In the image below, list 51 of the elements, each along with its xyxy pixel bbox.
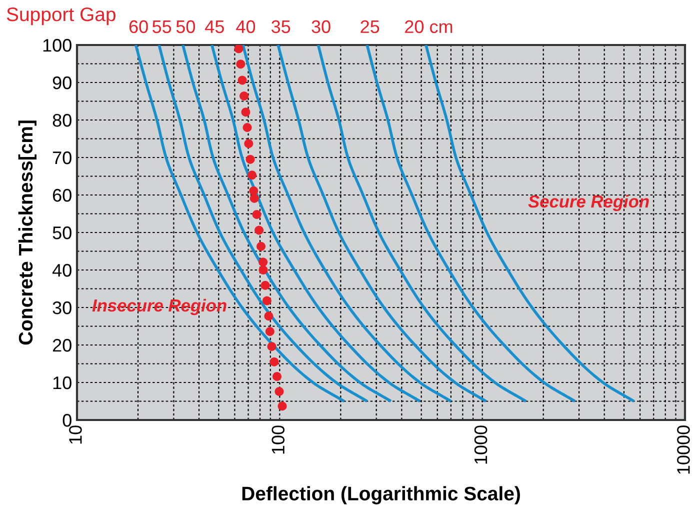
series-label: 25 bbox=[360, 20, 380, 34]
point bbox=[246, 154, 255, 164]
series-label: 20 cm bbox=[405, 20, 452, 34]
point bbox=[240, 92, 249, 100]
series-label: 40 bbox=[236, 20, 256, 34]
x-axis-title: Deflection (Logarithmic Scale) bbox=[242, 486, 520, 504]
y-tick-label: 20 bbox=[52, 338, 72, 352]
series-label: 30 bbox=[312, 20, 330, 34]
point bbox=[236, 60, 246, 69]
y-tick-label: 50 bbox=[52, 226, 72, 240]
point bbox=[238, 76, 247, 85]
y-tick-label: 100 bbox=[43, 38, 72, 52]
y-tick-label: 70 bbox=[52, 151, 72, 164]
point bbox=[242, 123, 252, 132]
y-tick-label: 40 bbox=[52, 264, 72, 277]
point bbox=[264, 312, 274, 321]
y-tick-label: 60 bbox=[52, 188, 72, 202]
point bbox=[244, 139, 254, 148]
series-label: 55 bbox=[152, 20, 172, 34]
point bbox=[254, 226, 264, 235]
y-tick-label: 80 bbox=[52, 114, 72, 127]
point bbox=[256, 242, 266, 251]
point bbox=[265, 327, 274, 336]
series-label: 60 bbox=[129, 20, 148, 34]
point bbox=[234, 45, 244, 54]
series-label: 45 bbox=[205, 20, 224, 34]
point bbox=[260, 280, 270, 290]
x-tick-label: 10000 bbox=[677, 426, 690, 474]
point bbox=[267, 342, 276, 351]
x-tick-label: 100 bbox=[272, 426, 285, 454]
point bbox=[241, 108, 250, 117]
y-tick-label: 10 bbox=[53, 376, 72, 390]
point bbox=[258, 266, 268, 274]
x-tick-label: 1000 bbox=[474, 426, 488, 464]
point bbox=[249, 186, 258, 196]
y-tick-label: 90 bbox=[52, 76, 72, 90]
annotation: Insecure Region bbox=[92, 298, 226, 316]
text: Support Gap bbox=[6, 7, 116, 26]
point bbox=[247, 170, 256, 180]
annotation: Secure Region bbox=[528, 194, 649, 212]
point bbox=[258, 258, 268, 267]
point bbox=[262, 296, 272, 306]
point bbox=[270, 357, 279, 366]
series-label: 35 bbox=[271, 20, 290, 34]
series-label: 50 bbox=[176, 20, 195, 34]
y-tick-label: 0 bbox=[62, 414, 72, 427]
y-axis-title: Concrete Thickness[cm] bbox=[18, 120, 36, 345]
point bbox=[250, 194, 259, 203]
point bbox=[272, 372, 282, 381]
point bbox=[252, 210, 262, 219]
y-tick-label: 30 bbox=[52, 301, 72, 314]
